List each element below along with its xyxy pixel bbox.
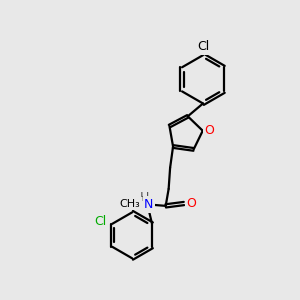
Text: N: N xyxy=(144,198,154,211)
Text: O: O xyxy=(204,124,214,137)
Text: Cl: Cl xyxy=(94,215,106,228)
Text: O: O xyxy=(186,197,196,210)
Text: CH₃: CH₃ xyxy=(119,199,140,208)
Text: H: H xyxy=(140,191,149,204)
Text: Cl: Cl xyxy=(197,40,209,53)
